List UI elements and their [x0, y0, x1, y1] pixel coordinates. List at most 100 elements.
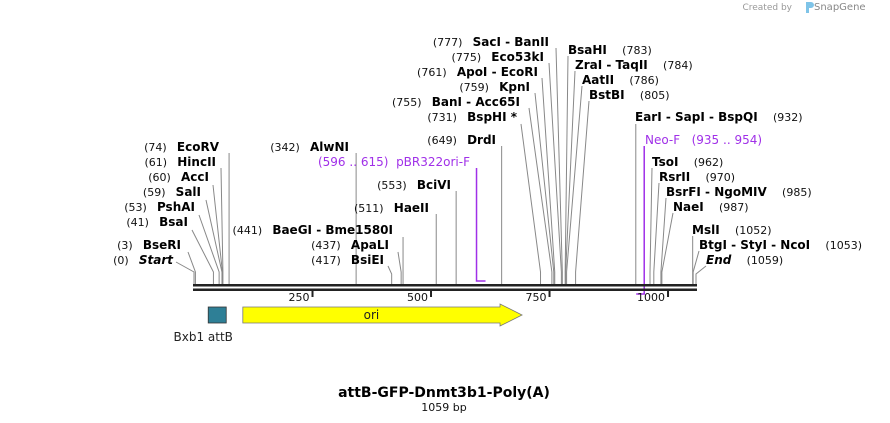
enzyme-name: HaeII	[394, 201, 429, 215]
enzyme-label[interactable]: (775) Eco53kI	[452, 46, 544, 65]
ruler-tick-label: 1000	[637, 291, 665, 304]
site-position: (61)	[144, 156, 167, 169]
snapgene-logo-icon	[806, 2, 814, 13]
sequence-bar[interactable]	[193, 284, 697, 291]
enzyme-name: SacI - BanII	[473, 35, 549, 49]
enzyme-label[interactable]: EarI - SapI - BspQI (932)	[635, 106, 803, 125]
cut-site-line	[695, 265, 707, 284]
enzyme-label[interactable]: (731) BspHI *	[427, 106, 517, 125]
site-position: (932)	[773, 111, 803, 124]
enzyme-label[interactable]: (759) KpnI	[459, 76, 530, 95]
site-position: (41)	[126, 216, 149, 229]
enzyme-label[interactable]: (761) ApoI - EcoRI	[417, 61, 538, 80]
enzyme-label[interactable]: (41) BsaI	[126, 211, 188, 230]
enzyme-label[interactable]: BsaHI (783)	[568, 39, 652, 58]
enzyme-label[interactable]: (553) BciVI	[377, 174, 451, 193]
enzyme-label[interactable]: BstBI (805)	[589, 84, 670, 103]
site-position: (74)	[144, 141, 167, 154]
ruler-tick-label: 750	[526, 291, 547, 304]
enzyme-label[interactable]: (511) HaeII	[354, 197, 429, 216]
enzyme-label[interactable]: (74) EcoRV	[144, 136, 220, 155]
enzyme-label[interactable]: RsrII (970)	[659, 166, 735, 185]
enzyme-label[interactable]: (441) BaeGI - Bme1580I	[233, 219, 393, 238]
enzyme-name: SalI	[176, 185, 201, 199]
cut-site-line	[520, 123, 542, 284]
primer-range: (596 .. 615)	[318, 155, 388, 169]
enzyme-label[interactable]: (53) PshAI	[124, 196, 195, 215]
cut-site-line	[555, 47, 563, 284]
enzyme-label[interactable]: TsoI (962)	[652, 151, 723, 170]
enzyme-name: ApoI - EcoRI	[457, 65, 538, 79]
site-position: (441)	[233, 224, 263, 237]
feature-ori-arrow[interactable]	[242, 303, 523, 327]
cut-site-line	[661, 212, 674, 284]
enzyme-label[interactable]: MslI (1052)	[692, 219, 772, 238]
sequence-title: attB-GFP-Dnmt3b1-Poly(A)	[338, 385, 550, 401]
site-position: (970)	[706, 171, 736, 184]
ruler-tick	[667, 290, 670, 297]
enzyme-label[interactable]: (3) BseRI	[117, 234, 181, 253]
ruler-tick	[548, 290, 551, 297]
enzyme-label[interactable]: End (1059)	[706, 249, 783, 268]
site-position: (0)	[113, 254, 129, 267]
site-position: (649)	[427, 134, 457, 147]
enzyme-label[interactable]: BsrFI - NgoMIV (985)	[666, 181, 812, 200]
enzyme-label[interactable]: (755) BanI - Acc65I	[392, 91, 520, 110]
enzyme-name: AatII	[582, 73, 614, 87]
enzyme-label[interactable]: (61) HincII	[144, 151, 216, 170]
feature-label: Bxb1 attB	[174, 330, 233, 344]
ruler-tick-label: 250	[289, 291, 310, 304]
enzyme-name: BseRI	[143, 238, 181, 252]
enzyme-label[interactable]: (649) DrdI	[427, 129, 496, 148]
cut-site-line	[541, 77, 556, 284]
site-position: (1053)	[825, 239, 862, 252]
enzyme-label[interactable]: (0) Start	[113, 249, 174, 268]
enzyme-label[interactable]: (342) AlwNI	[270, 136, 349, 155]
enzyme-name: EarI - SapI - BspQI	[635, 110, 758, 124]
enzyme-name: PshAI	[157, 200, 195, 214]
snapgene-logo: Created by SnapGene	[742, 2, 866, 13]
primer-marker[interactable]	[636, 146, 645, 295]
cut-site-line	[191, 229, 214, 284]
cut-site-line	[649, 167, 653, 284]
site-position: (784)	[663, 59, 693, 72]
site-position: (962)	[694, 156, 724, 169]
enzyme-label[interactable]: AatII (786)	[582, 69, 659, 88]
primer-label[interactable]: Neo-F (935 .. 954)	[645, 133, 762, 147]
enzyme-label[interactable]: (437) ApaLI	[311, 234, 389, 253]
enzyme-name: End	[706, 253, 732, 267]
feature-bxb1-attb[interactable]	[207, 306, 227, 324]
enzyme-label[interactable]: (59) SalI	[143, 181, 201, 200]
enzyme-name: Eco53kI	[491, 50, 544, 64]
site-position: (783)	[622, 44, 652, 57]
site-position: (731)	[427, 111, 457, 124]
enzyme-name: BaeGI - Bme1580I	[272, 223, 393, 237]
enzyme-label[interactable]: ZraI - TaqII (784)	[575, 54, 693, 73]
primer-name: Neo-F	[645, 133, 680, 147]
enzyme-label[interactable]: (60) AccI	[148, 166, 209, 185]
site-position: (59)	[143, 186, 166, 199]
site-position: (553)	[377, 179, 407, 192]
site-position: (60)	[148, 171, 171, 184]
primer-label[interactable]: (596 .. 615) pBR322ori-F	[318, 155, 470, 169]
primer-marker[interactable]	[475, 168, 486, 282]
cut-site-line	[528, 107, 553, 284]
enzyme-label[interactable]: (777) SacI - BanII	[433, 31, 549, 50]
primer-name: pBR322ori-F	[396, 155, 470, 169]
enzyme-name: BsaHI	[568, 43, 607, 57]
enzyme-label[interactable]: (417) BsiEI	[311, 249, 384, 268]
enzyme-label[interactable]: NaeI (987)	[673, 196, 749, 215]
enzyme-name: DrdI	[467, 133, 496, 147]
feature-label: ori	[364, 308, 380, 322]
site-position: (1052)	[735, 224, 772, 237]
enzyme-label[interactable]: BtgI - StyI - NcoI (1053)	[699, 234, 862, 253]
site-position: (985)	[782, 186, 812, 199]
enzyme-name: TsoI	[652, 155, 678, 169]
site-position: (805)	[640, 89, 670, 102]
enzyme-name: BsaI	[159, 215, 188, 229]
cut-site-line	[187, 251, 196, 284]
cut-site-line	[548, 62, 562, 284]
site-position: (987)	[719, 201, 749, 214]
enzyme-name: BsiEI	[351, 253, 384, 267]
